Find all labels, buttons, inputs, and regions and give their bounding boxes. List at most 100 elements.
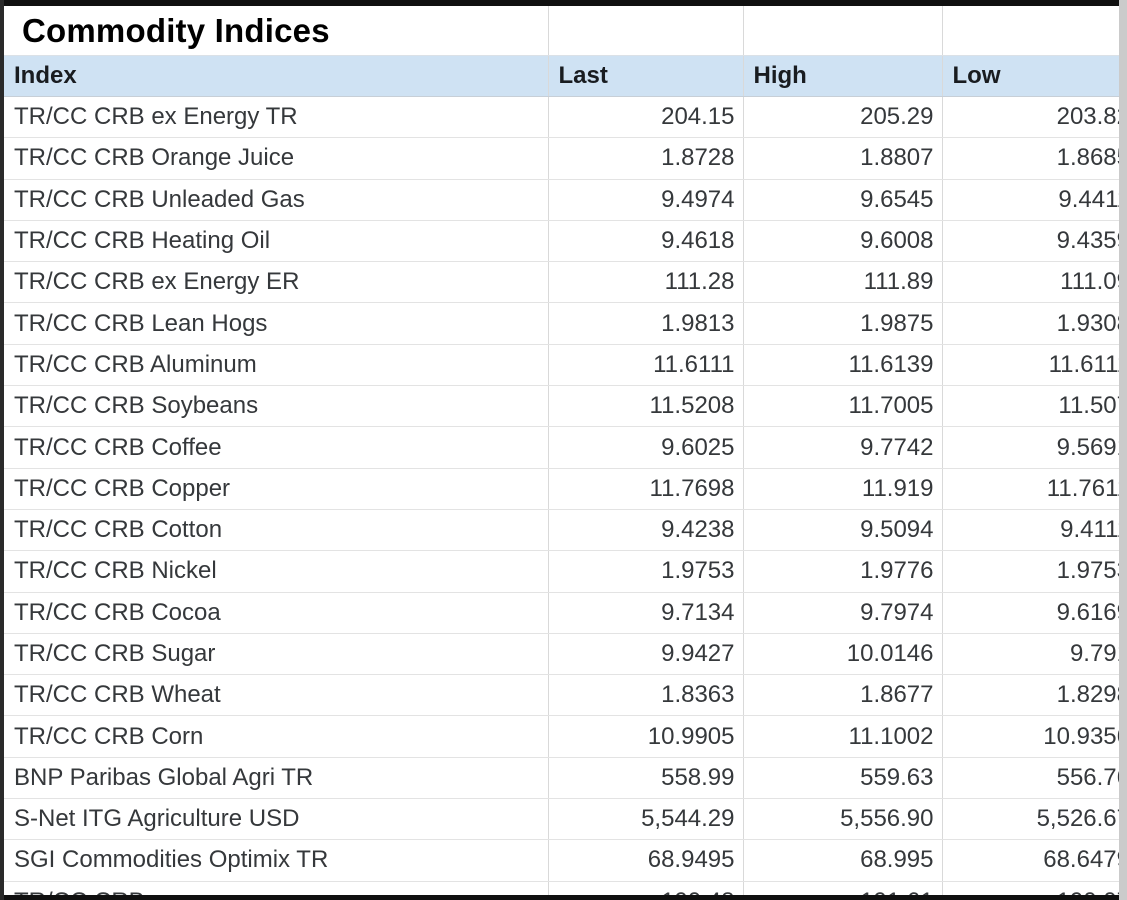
low-value-cell: 9.5691	[941, 426, 1127, 469]
index-name-cell: TR/CC CRB Aluminum	[4, 344, 548, 387]
low-value-cell: 5,526.67	[941, 798, 1127, 841]
index-name-cell: TR/CC CRB Wheat	[4, 674, 548, 717]
last-value-cell: 11.5208	[547, 385, 743, 428]
high-value-cell: 11.7005	[742, 385, 942, 428]
index-name-cell: TR/CC CRB Coffee	[4, 426, 548, 469]
title-row-spacer	[742, 6, 942, 56]
last-value-cell: 1.9753	[547, 550, 743, 593]
column-header-index: Index	[4, 55, 548, 97]
table-row[interactable]: S-Net ITG Agriculture USD 5,544.29 5,556…	[4, 798, 1127, 841]
index-name-cell: TR/CC CRB Copper	[4, 468, 548, 510]
page-title: Commodity Indices	[4, 6, 548, 56]
window-top-border	[0, 0, 1120, 6]
high-value-cell: 9.5094	[742, 509, 942, 552]
low-value-cell: 11.6111	[941, 344, 1127, 387]
low-value-cell: 9.4359	[941, 220, 1127, 263]
high-value-cell: 9.7742	[742, 426, 942, 469]
index-name-cell: TR/CC CRB Sugar	[4, 633, 548, 676]
high-value-cell: 9.6008	[742, 220, 942, 263]
last-value-cell: 558.99	[547, 757, 743, 800]
table-row[interactable]: TR/CC CRB Unleaded Gas 9.4974 9.6545 9.4…	[4, 179, 1127, 221]
high-value-cell: 1.9776	[742, 550, 942, 593]
low-value-cell: 11.507	[941, 385, 1127, 428]
table-row[interactable]: TR/CC CRB ex Energy TR 204.15 205.29 203…	[4, 96, 1127, 139]
index-name-cell: TR/CC CRB Cocoa	[4, 592, 548, 634]
table-row[interactable]: TR/CC CRB Cotton 9.4238 9.5094 9.4111	[4, 509, 1127, 552]
table-row[interactable]: TR/CC CRB Lean Hogs 1.9813 1.9875 1.9308	[4, 302, 1127, 345]
index-name-cell: S-Net ITG Agriculture USD	[4, 798, 548, 841]
high-value-cell: 1.8807	[742, 137, 942, 180]
high-value-cell: 1.9875	[742, 302, 942, 345]
table-header-row: Index Last High Low	[4, 55, 1127, 97]
index-name-cell: TR/CC CRB Unleaded Gas	[4, 179, 548, 221]
last-value-cell: 9.4974	[547, 179, 743, 221]
last-value-cell: 9.4238	[547, 509, 743, 552]
high-value-cell: 9.6545	[742, 179, 942, 221]
table-row[interactable]: TR/CC CRB ex Energy ER 111.28 111.89 111…	[4, 261, 1127, 304]
index-name-cell: TR/CC CRB Heating Oil	[4, 220, 548, 263]
index-name-cell: BNP Paribas Global Agri TR	[4, 757, 548, 800]
window-bottom-border	[0, 895, 1120, 900]
high-value-cell: 205.29	[742, 96, 942, 139]
high-value-cell: 11.1002	[742, 715, 942, 758]
table-row[interactable]: TR/CC CRB Copper 11.7698 11.919 11.7611	[4, 468, 1127, 510]
index-name-cell: TR/CC CRB Nickel	[4, 550, 548, 593]
title-row-spacer	[547, 6, 743, 56]
low-value-cell: 203.82	[941, 96, 1127, 139]
high-value-cell: 5,556.90	[742, 798, 942, 841]
low-value-cell: 1.9308	[941, 302, 1127, 345]
index-name-cell: TR/CC CRB Cotton	[4, 509, 548, 552]
high-value-cell: 9.7974	[742, 592, 942, 634]
table-row[interactable]: TR/CC CRB Sugar 9.9427 10.0146 9.791	[4, 633, 1127, 676]
high-value-cell: 1.8677	[742, 674, 942, 717]
last-value-cell: 9.4618	[547, 220, 743, 263]
low-value-cell: 1.9753	[941, 550, 1127, 593]
table-row[interactable]: BNP Paribas Global Agri TR 558.99 559.63…	[4, 757, 1127, 800]
index-name-cell: TR/CC CRB Lean Hogs	[4, 302, 548, 345]
column-header-last: Last	[547, 55, 743, 97]
last-value-cell: 11.7698	[547, 468, 743, 510]
last-value-cell: 204.15	[547, 96, 743, 139]
low-value-cell: 9.791	[941, 633, 1127, 676]
table-row[interactable]: TR/CC CRB Corn 10.9905 11.1002 10.9356	[4, 715, 1127, 758]
last-value-cell: 9.9427	[547, 633, 743, 676]
table-row[interactable]: TR/CC CRB Cocoa 9.7134 9.7974 9.6169	[4, 592, 1127, 634]
table-row[interactable]: TR/CC CRB Coffee 9.6025 9.7742 9.5691	[4, 426, 1127, 469]
column-header-low: Low	[941, 55, 1127, 97]
low-value-cell: 10.9356	[941, 715, 1127, 758]
low-value-cell: 556.76	[941, 757, 1127, 800]
commodity-indices-table: Commodity Indices Index Last High Low TR…	[4, 6, 1127, 900]
last-value-cell: 68.9495	[547, 839, 743, 882]
index-name-cell: TR/CC CRB Corn	[4, 715, 548, 758]
table-row[interactable]: TR/CC CRB Wheat 1.8363 1.8677 1.8298	[4, 674, 1127, 717]
table-row[interactable]: TR/CC CRB Heating Oil 9.4618 9.6008 9.43…	[4, 220, 1127, 263]
high-value-cell: 559.63	[742, 757, 942, 800]
window-right-edge-strip	[1119, 0, 1127, 900]
low-value-cell: 9.6169	[941, 592, 1127, 634]
table-row[interactable]: TR/CC CRB Nickel 1.9753 1.9776 1.9753	[4, 550, 1127, 593]
low-value-cell: 68.6479	[941, 839, 1127, 882]
table-title-row: Commodity Indices	[4, 6, 1127, 56]
last-value-cell: 1.8728	[547, 137, 743, 180]
high-value-cell: 68.995	[742, 839, 942, 882]
table-row[interactable]: TR/CC CRB Orange Juice 1.8728 1.8807 1.8…	[4, 137, 1127, 180]
index-name-cell: TR/CC CRB ex Energy TR	[4, 96, 548, 139]
last-value-cell: 10.9905	[547, 715, 743, 758]
last-value-cell: 5,544.29	[547, 798, 743, 841]
window-left-border	[0, 0, 4, 900]
high-value-cell: 11.919	[742, 468, 942, 510]
last-value-cell: 9.6025	[547, 426, 743, 469]
last-value-cell: 9.7134	[547, 592, 743, 634]
table-row[interactable]: SGI Commodities Optimix TR 68.9495 68.99…	[4, 839, 1127, 882]
last-value-cell: 11.6111	[547, 344, 743, 387]
table-row[interactable]: TR/CC CRB Soybeans 11.5208 11.7005 11.50…	[4, 385, 1127, 428]
table-row[interactable]: TR/CC CRB Aluminum 11.6111 11.6139 11.61…	[4, 344, 1127, 387]
high-value-cell: 111.89	[742, 261, 942, 304]
index-name-cell: TR/CC CRB Orange Juice	[4, 137, 548, 180]
last-value-cell: 1.8363	[547, 674, 743, 717]
low-value-cell: 111.09	[941, 261, 1127, 304]
index-name-cell: TR/CC CRB Soybeans	[4, 385, 548, 428]
title-row-spacer	[941, 6, 1127, 56]
index-name-cell: TR/CC CRB ex Energy ER	[4, 261, 548, 304]
last-value-cell: 1.9813	[547, 302, 743, 345]
